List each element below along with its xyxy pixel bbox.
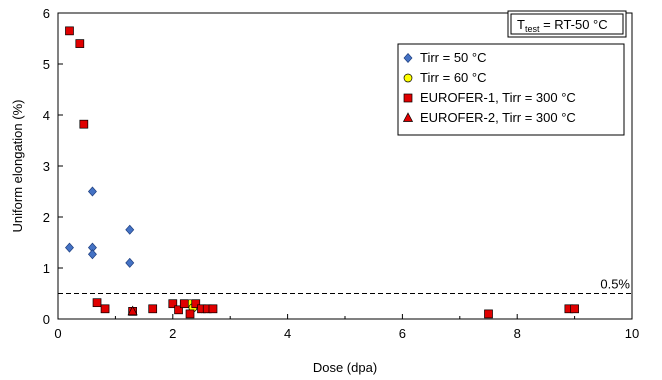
legend-box <box>397 43 625 136</box>
y-tick-label: 1 <box>43 261 50 276</box>
legend-marker-diamond <box>403 52 413 64</box>
y-tick-label: 4 <box>43 108 50 123</box>
data-point-diamond <box>87 186 97 197</box>
y-tick-label: 3 <box>43 159 50 174</box>
y-axis: 0 1 2 3 4 5 6 <box>43 6 63 327</box>
data-point-diamond <box>87 249 97 260</box>
data-point-diamond <box>125 224 135 235</box>
legend: Tirr = 50 °C Tirr = 60 °C EUROFER-1, Tirr … <box>397 43 625 136</box>
data-point-square <box>100 304 110 314</box>
data-point-triangle <box>127 305 138 316</box>
data-point-square <box>191 299 201 309</box>
data-points <box>65 26 579 319</box>
data-point-square <box>208 304 218 314</box>
legend-marker-square <box>403 93 413 103</box>
data-point-square <box>168 299 178 309</box>
data-point-square <box>179 299 189 309</box>
x-tick-label: 6 <box>399 326 406 341</box>
legend-marker-triangle <box>402 112 414 122</box>
data-point-square <box>79 119 89 129</box>
x-tick-label: 8 <box>514 326 521 341</box>
reference-line-group: 0.5% <box>58 277 632 294</box>
x-tick-label: 0 <box>54 326 61 341</box>
x-tick-label: 10 <box>625 326 639 341</box>
reference-line-label: 0.5% <box>600 277 630 292</box>
data-point-square <box>148 304 158 314</box>
x-axis: 0 2 4 6 8 10 <box>54 314 639 341</box>
data-point-diamond <box>125 257 135 268</box>
data-point-square <box>570 304 579 314</box>
legend-label: EUROFER-2, Tirr = 300 °C <box>420 110 576 125</box>
data-point-square <box>484 309 493 319</box>
legend-label: EUROFER-1, Tirr = 300 °C <box>420 90 576 105</box>
data-point-square <box>75 39 85 48</box>
y-tick-label: 5 <box>43 57 50 72</box>
y-tick-label: 2 <box>43 210 50 225</box>
test-temperature-box: Ttest = RT-50 °C <box>507 10 627 38</box>
legend-marker-circle <box>403 73 413 83</box>
data-point-square <box>185 309 195 319</box>
x-axis-title: Dose (dpa) <box>313 360 377 375</box>
legend-label: Tirr = 60 °C <box>420 70 486 85</box>
data-point-diamond <box>65 242 74 253</box>
x-tick-label: 4 <box>284 326 291 341</box>
y-tick-label: 0 <box>43 312 50 327</box>
data-point-square <box>92 298 102 308</box>
series-diamond <box>65 186 135 268</box>
test-temperature-label: Ttest = RT-50 °C <box>517 17 608 34</box>
x-tick-label: 2 <box>169 326 176 341</box>
series-square <box>65 26 579 319</box>
data-point-square <box>65 26 74 36</box>
legend-label: Tirr = 50 °C <box>420 50 486 65</box>
series-triangle <box>127 305 138 316</box>
y-tick-label: 6 <box>43 6 50 21</box>
y-axis-title: Uniform elongation (%) <box>10 100 25 233</box>
data-point-square <box>174 305 183 315</box>
